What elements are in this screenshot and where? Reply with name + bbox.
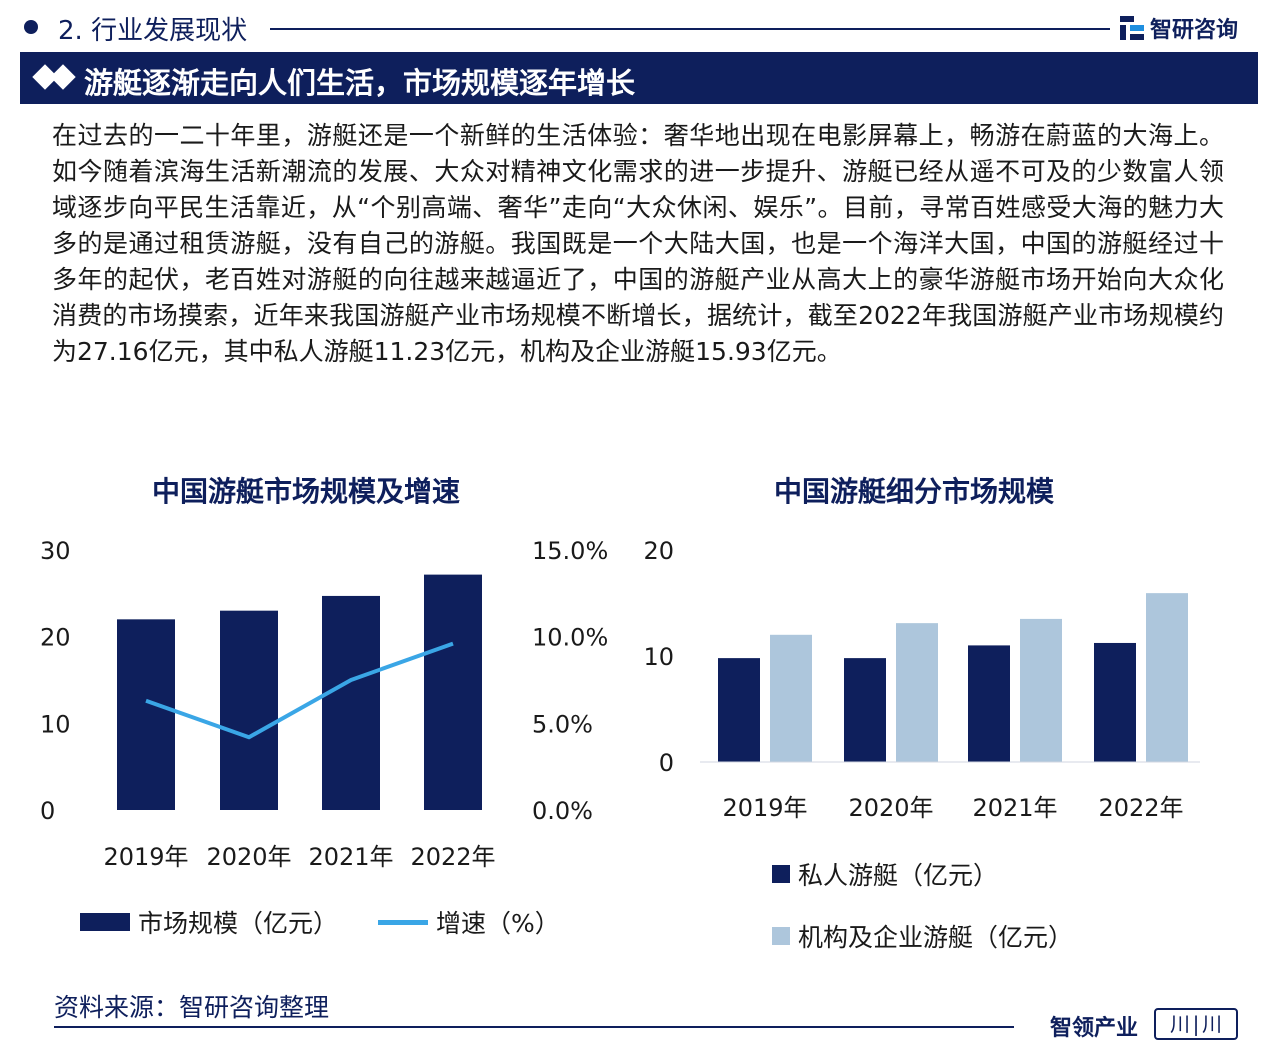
y-left-tick-label: 20 [40,624,71,652]
brand-name: 智研咨询 [1150,18,1239,43]
chart2-svg: 0 10 20 2019年 2020年 2021年 2022年 [643,537,1200,822]
institution-yacht-bar [896,623,938,762]
x-tick-label: 2020年 [848,794,933,822]
legend-label: 机构及企业游艇（亿元） [798,923,1074,952]
intro-paragraph: 在过去的一二十年里，游艇还是一个新鲜的生活体验：奢华地出现在电影屏幕上，畅游在蔚… [52,121,1224,366]
y-right-tick-label: 10.0% [532,624,608,652]
footer-divider [54,1026,1014,1028]
footer-brand: 智领产业 [1050,1016,1139,1041]
private-yacht-bar [968,645,1010,762]
x-tick-label: 2022年 [1098,794,1183,822]
institution-yacht-bar [1146,593,1188,762]
legend-label: 市场规模（亿元） [138,909,339,938]
legend-institution: 机构及企业游艇（亿元） [772,918,1073,954]
institution-yacht-bar [770,634,812,762]
source-note: 资料来源：智研咨询整理 [54,993,330,1022]
legend-swatch [80,913,130,931]
legend-private: 私人游艇（亿元） [772,856,1073,892]
legend-market-size: 市场规模（亿元） [80,904,338,940]
chart2-title: 中国游艇细分市场规模 [774,475,1055,508]
growth-line [145,641,454,740]
market-size-bar [117,619,175,810]
y-left-tick-label: 30 [40,537,71,565]
chart1-title: 中国游艇市场规模及增速 [152,475,461,508]
private-yacht-bar [718,658,760,762]
market-size-bar [322,595,380,810]
section-bullet-icon [24,20,38,34]
legend-label: 私人游艇（亿元） [798,861,999,890]
brand-logo-icon [1120,16,1144,40]
x-tick-label: 2020年 [206,843,291,871]
y-tick-label: 0 [659,749,674,777]
footer-logo-icon: 川|川 [1154,1008,1238,1040]
legend-swatch [378,919,429,925]
x-tick-label: 2019年 [722,794,807,822]
header-divider [270,28,1110,30]
section-title: 2. 行业发展现状 [58,16,248,46]
x-tick-label: 2019年 [103,843,188,871]
legend-label: 增速（%） [436,909,560,938]
y-left-tick-label: 0 [40,797,55,825]
private-yacht-bar [1094,642,1136,762]
chart1-svg: 0 10 20 30 0.0% 5.0% 10.0% 15.0% 2019年 2020年 202… [40,537,608,871]
y-right-tick-label: 15.0% [532,537,608,565]
y-right-tick-label: 5.0% [532,710,593,738]
y-left-tick-label: 10 [40,710,71,738]
banner-title: 游艇逐渐走向人们生活，市场规模逐年增长 [84,66,636,100]
private-yacht-bar [844,658,886,762]
legend-swatch [772,927,790,945]
legend-growth: 增速（%） [378,904,560,940]
institution-yacht-bar [1020,618,1062,762]
market-size-bar [424,574,482,810]
x-tick-label: 2022年 [410,843,495,871]
y-right-tick-label: 0.0% [532,797,593,825]
x-tick-label: 2021年 [972,794,1057,822]
legend-swatch [772,865,790,883]
market-size-bar [220,610,278,810]
title-banner [20,52,1258,104]
brand: 智研咨询 [1120,12,1238,44]
y-tick-label: 10 [643,643,674,671]
x-tick-label: 2021年 [308,843,393,871]
y-tick-label: 20 [643,537,674,565]
